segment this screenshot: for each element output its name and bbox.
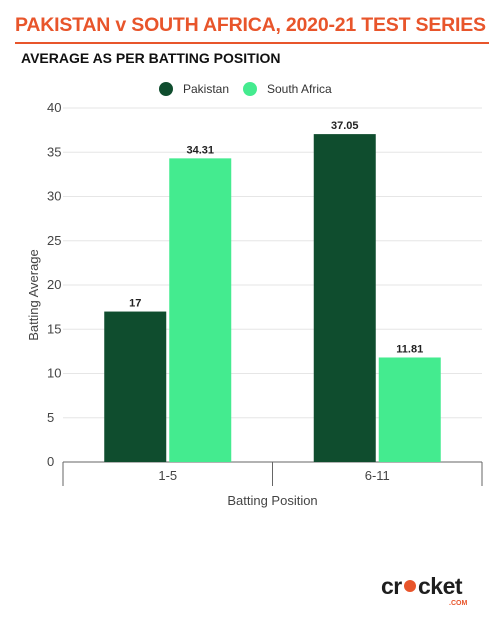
legend-label: South Africa xyxy=(267,82,332,96)
page-title: PAKISTAN v SOUTH AFRICA, 2020-21 TEST SE… xyxy=(15,14,486,36)
svg-text:.COM: .COM xyxy=(449,600,467,607)
y-tick-label: 15 xyxy=(47,321,61,336)
y-tick-label: 40 xyxy=(47,100,61,115)
svg-text:cr: cr xyxy=(381,573,402,599)
legend-swatch xyxy=(243,82,257,96)
bar-chart: 0 5 10 15 20 25 30 35 40 17 34.31 1-5 37.05 11.81 6-11… xyxy=(26,82,483,508)
y-tick-label: 10 xyxy=(47,366,61,381)
legend-swatch xyxy=(159,82,173,96)
title-rule xyxy=(15,42,489,44)
y-tick-label: 0 xyxy=(47,454,54,469)
bar-data-label: 34.31 xyxy=(186,144,214,156)
bar xyxy=(169,158,232,462)
cricket-com-logo: cr cket .COM xyxy=(381,573,467,607)
bar-data-label: 17 xyxy=(129,298,141,310)
legend-label: Pakistan xyxy=(183,82,229,96)
y-tick-label: 35 xyxy=(47,144,61,159)
x-axis-title: Batting Position xyxy=(227,493,317,508)
y-tick-label: 30 xyxy=(47,189,61,204)
y-tick-label: 25 xyxy=(47,233,61,248)
bar xyxy=(313,134,376,463)
y-axis-title: Batting Average xyxy=(26,249,41,341)
chart-subtitle: AVERAGE AS PER BATTING POSITION xyxy=(21,50,281,66)
y-tick-label: 5 xyxy=(47,410,54,425)
bar xyxy=(378,357,441,462)
y-tick-label: 20 xyxy=(47,277,61,292)
x-tick-label: 6-11 xyxy=(365,468,390,483)
bar-data-label: 11.81 xyxy=(396,343,423,355)
x-tick-label: 1-5 xyxy=(158,468,177,483)
bar-data-label: 37.05 xyxy=(331,120,359,132)
svg-text:cket: cket xyxy=(418,573,463,599)
bar xyxy=(104,311,167,462)
